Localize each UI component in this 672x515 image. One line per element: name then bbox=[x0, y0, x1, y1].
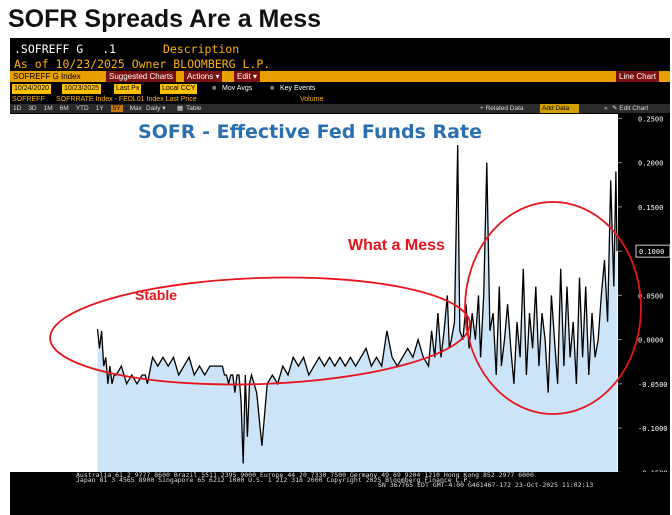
period-toolbar: 1D 3D 1M 6M YTD 1Y 5Y Max Daily ▾ ▦ Table + Rel… bbox=[10, 104, 670, 113]
asof-row: As of 10/23/2025 Owner BLOOMBERG L.P. bbox=[14, 57, 270, 71]
key-events-label[interactable]: Key Events bbox=[280, 85, 316, 92]
period-button-3d[interactable]: 3D bbox=[28, 105, 37, 112]
actions-label: Actions bbox=[187, 72, 214, 81]
spread-chart[interactable]: SOFR - Effective Fed Funds Rate 0.2500 0.… bbox=[10, 76, 670, 472]
y-tick-label: -0.0500 bbox=[638, 381, 668, 389]
mov-avgs-checkbox-icon[interactable]: ■ bbox=[212, 85, 217, 92]
series-name: SOFREFF bbox=[12, 96, 45, 103]
spread-line bbox=[96, 144, 618, 464]
period-button-1d[interactable]: 1D bbox=[13, 105, 22, 112]
period-button-ytd[interactable]: YTD bbox=[75, 105, 89, 112]
y-tick-label: 0.1500 bbox=[638, 204, 663, 212]
ticker-field[interactable]: .SOFREFF G bbox=[14, 42, 84, 56]
period-button-6m[interactable]: 6M bbox=[59, 105, 69, 112]
mess-period-ellipse bbox=[464, 201, 642, 415]
menu-bar: SOFREFF G Index Suggested Charts Actions… bbox=[10, 71, 670, 82]
add-data-input[interactable]: Add Data bbox=[540, 104, 580, 113]
series-legend: SOFREFF SOFRRATE Index - FEDL01 Index La… bbox=[10, 95, 670, 104]
end-date-input[interactable]: 10/23/2025 bbox=[62, 84, 102, 94]
footer-line-1: Australia 61 2 9777 8600 Brazil 5511 239… bbox=[76, 471, 534, 479]
mess-annotation: What a Mess bbox=[348, 237, 445, 254]
table-icon[interactable]: ▦ bbox=[177, 105, 184, 112]
start-date-input[interactable]: 10/24/2020 bbox=[12, 84, 52, 94]
related-data-button[interactable]: + Related Data bbox=[480, 105, 524, 112]
actions-menu[interactable]: Actions ▾ bbox=[184, 71, 223, 82]
mov-avgs-label[interactable]: Mov Avgs bbox=[222, 85, 253, 92]
key-events-checkbox-icon[interactable]: ■ bbox=[270, 85, 275, 92]
edit-chart-label: Edit Chart bbox=[619, 105, 649, 112]
period-button-1m[interactable]: 1M bbox=[43, 105, 53, 112]
period-button-max[interactable]: Max bbox=[129, 105, 142, 112]
collapse-icon[interactable]: « bbox=[604, 105, 608, 112]
price-type-select[interactable]: Last Px bbox=[114, 84, 142, 94]
edit-label: Edit bbox=[237, 72, 251, 81]
spread-area-fill bbox=[97, 145, 617, 472]
series-formula: SOFRRATE Index - FEDL01 Index Last Price bbox=[56, 96, 197, 103]
suggested-charts-button[interactable]: Suggested Charts bbox=[106, 71, 177, 82]
stable-period-ellipse bbox=[49, 276, 471, 386]
stable-annotation: Stable bbox=[135, 287, 177, 303]
current-value-badge bbox=[635, 244, 670, 258]
bloomberg-terminal-window: .SOFREFF G .1 Description As of 10/23/20… bbox=[10, 38, 670, 515]
footer-line-3: SN 367765 EDT GMT-4:00 G461467-172 23-Oc… bbox=[378, 481, 594, 489]
y-tick-label: 0.0000 bbox=[638, 337, 663, 345]
date-controls: 10/24/2020 10/23/2025 Last Px Local CCY … bbox=[10, 84, 670, 94]
y-tick-label: 0.2500 bbox=[638, 115, 663, 123]
edit-menu[interactable]: Edit ▾ bbox=[234, 71, 261, 82]
footer-line-2: Japan 81 3 4565 8900 Singapore 65 6212 1… bbox=[76, 476, 472, 484]
description-label: Description bbox=[162, 42, 240, 56]
edit-chart-button[interactable]: ✎ Edit Chart bbox=[612, 105, 649, 112]
y-tick-label: -0.1000 bbox=[638, 425, 668, 433]
frequency-label: Daily bbox=[146, 105, 161, 112]
period-button-1y[interactable]: 1Y bbox=[95, 105, 104, 112]
chart-title: SOFR - Effective Fed Funds Rate bbox=[138, 121, 482, 143]
ticker-row: .SOFREFF G .1 Description bbox=[14, 42, 239, 56]
field-value[interactable]: .1 bbox=[102, 42, 117, 56]
frequency-select[interactable]: Daily ▾ bbox=[146, 105, 166, 112]
line-chart-label: Line Chart bbox=[616, 71, 659, 82]
currency-select[interactable]: Local CCY bbox=[160, 84, 198, 94]
y-tick-label: 0.2000 bbox=[638, 160, 663, 168]
period-buttons: 1D 3D 1M 6M YTD 1Y 5Y Max bbox=[13, 104, 149, 113]
volume-label: Volume bbox=[300, 96, 324, 103]
y-tick-label: 0.0500 bbox=[638, 292, 663, 300]
y-tick-label: -0.1500 bbox=[638, 469, 668, 472]
asof-line: As of 10/23/2025 Owner BLOOMBERG L.P. bbox=[14, 57, 271, 71]
table-button[interactable]: Table bbox=[186, 105, 202, 112]
current-value-label: 0.1000 bbox=[639, 248, 664, 256]
period-button-5y[interactable]: 5Y bbox=[110, 105, 123, 112]
page-headline: SOFR Spreads Are a Mess bbox=[8, 5, 322, 33]
security-name[interactable]: SOFREFF G Index bbox=[13, 72, 81, 81]
